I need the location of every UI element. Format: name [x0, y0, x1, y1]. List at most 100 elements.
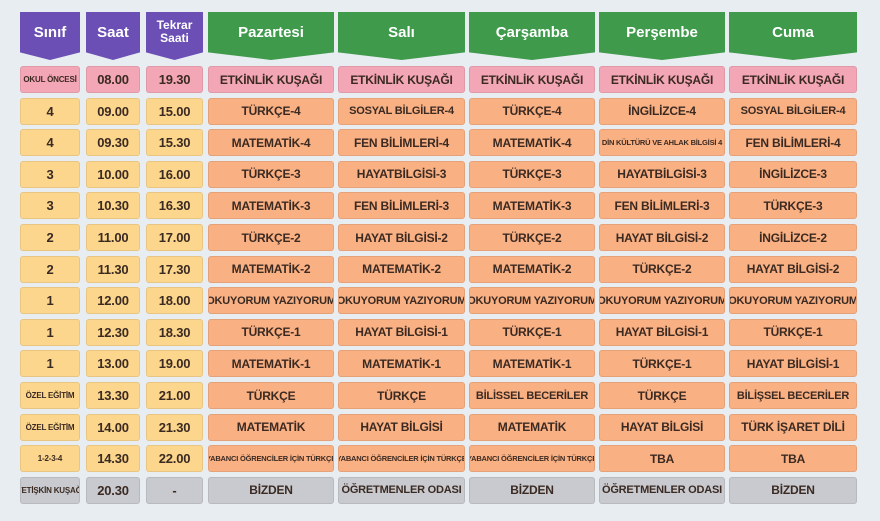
info-cell: 4 [20, 129, 80, 157]
lesson-cell: TÜRKÇE-4 [208, 97, 334, 125]
lesson-cell: MATEMATİK [208, 413, 334, 441]
info-cell: 17.30 [146, 255, 203, 283]
lesson-cell: BİLİSSEL BECERİLER [469, 382, 595, 409]
lesson-cell: TÜRKÇE-2 [208, 224, 334, 251]
info-cell: 10.30 [86, 192, 140, 220]
lesson-cell: BİZDEN [208, 476, 334, 504]
lesson-cell: TÜRKÇE-2 [469, 224, 595, 251]
info-cell: 12.00 [86, 287, 140, 315]
info-cell: 20.30 [86, 476, 140, 504]
info-cell: 3 [20, 192, 80, 220]
lesson-cell: MATEMATİK-1 [338, 350, 465, 378]
info-cell: 15.30 [146, 129, 203, 157]
lesson-cell: ETKİNLİK KUŞAĞI [729, 66, 857, 93]
lesson-cell: OKUYORUM YAZIYORUM [469, 287, 595, 315]
lesson-cell: SOSYAL BİLGİLER-4 [338, 97, 465, 125]
lesson-cell: BİZDEN [729, 476, 857, 504]
lesson-cell: MATEMATİK-2 [469, 255, 595, 283]
info-cell: 09.00 [86, 97, 140, 125]
info-cell: 10.00 [86, 160, 140, 188]
info-cell: 15.00 [146, 97, 203, 125]
lesson-cell: OKUYORUM YAZIYORUM [729, 287, 857, 315]
info-cell: 22.00 [146, 445, 203, 473]
info-cell: - [146, 476, 203, 504]
lesson-cell: ETKİNLİK KUŞAĞI [469, 66, 595, 93]
column-header: Çarşamba [469, 12, 595, 60]
lesson-cell: FEN BİLİMLERİ-3 [599, 192, 725, 220]
info-cell: 2 [20, 224, 80, 251]
lesson-cell: TBA [599, 445, 725, 473]
info-cell: 14.30 [86, 445, 140, 473]
lesson-cell: YABANCI ÖĞRENCİLER İÇİN TÜRKÇE [338, 445, 465, 473]
lesson-cell: DİN KÜLTÜRÜ VE AHLAK BİLGİSİ 4 [599, 129, 725, 157]
lesson-cell: TÜRKÇE [208, 382, 334, 409]
lesson-cell: TÜRKÇE [599, 382, 725, 409]
lesson-cell: ETKİNLİK KUŞAĞI [208, 66, 334, 93]
lesson-cell: İNGİLİZCE-3 [729, 160, 857, 188]
lesson-cell: TÜRKÇE-4 [469, 97, 595, 125]
info-cell: OKUL ÖNCESİ [20, 66, 80, 93]
lesson-cell: TBA [729, 445, 857, 473]
column-header: Salı [338, 12, 465, 60]
lesson-cell: HAYAT BİLGİSİ-1 [599, 318, 725, 346]
lesson-cell: ÖĞRETMENLER ODASI [338, 476, 465, 504]
lesson-cell: TÜRKÇE-3 [729, 192, 857, 220]
info-cell: 08.00 [86, 66, 140, 93]
lesson-cell: HAYAT BİLGİSİ-2 [729, 255, 857, 283]
info-cell: ÖZEL EĞİTİM [20, 413, 80, 441]
info-cell: 2 [20, 255, 80, 283]
lesson-cell: HAYAT BİLGİSİ-1 [338, 318, 465, 346]
info-cell: 21.30 [146, 413, 203, 441]
lesson-cell: BİZDEN [469, 476, 595, 504]
column-header: Tekrar Saati [146, 12, 203, 60]
lesson-cell: HAYAT BİLGİSİ [599, 413, 725, 441]
info-cell: 19.30 [146, 66, 203, 93]
column-header: Saat [86, 12, 140, 60]
lesson-cell: HAYAT BİLGİSİ [338, 413, 465, 441]
lesson-cell: HAYATBİLGİSİ-3 [599, 160, 725, 188]
lesson-cell: TÜRKÇE-2 [599, 255, 725, 283]
info-cell: 1-2-3-4 [20, 445, 80, 473]
info-cell: 19.00 [146, 350, 203, 378]
lesson-cell: TÜRKÇE [338, 382, 465, 409]
lesson-cell: TÜRKÇE-1 [469, 318, 595, 346]
lesson-cell: MATEMATİK-3 [208, 192, 334, 220]
lesson-cell: MATEMATİK [469, 413, 595, 441]
lesson-cell: MATEMATİK-2 [338, 255, 465, 283]
lesson-cell: TÜRKÇE-1 [599, 350, 725, 378]
info-cell: 16.00 [146, 160, 203, 188]
lesson-cell: TÜRKÇE-1 [208, 318, 334, 346]
info-cell: 18.00 [146, 287, 203, 315]
lesson-cell: FEN BİLİMLERİ-4 [338, 129, 465, 157]
lesson-cell: MATEMATİK-1 [469, 350, 595, 378]
lesson-cell: MATEMATİK-3 [469, 192, 595, 220]
lesson-cell: TÜRKÇE-3 [208, 160, 334, 188]
lesson-cell: FEN BİLİMLERİ-3 [338, 192, 465, 220]
lesson-cell: OKUYORUM YAZIYORUM [599, 287, 725, 315]
info-cell: 21.00 [146, 382, 203, 409]
lesson-cell: OKUYORUM YAZIYORUM [208, 287, 334, 315]
info-cell: YETİŞKİN KUŞAĞI [20, 476, 80, 504]
info-cell: 1 [20, 350, 80, 378]
lesson-cell: ETKİNLİK KUŞAĞI [338, 66, 465, 93]
column-header: Perşembe [599, 12, 725, 60]
lesson-cell: YABANCI ÖĞRENCİLER İÇİN TÜRKÇE [208, 445, 334, 473]
lesson-cell: TÜRKÇE-3 [469, 160, 595, 188]
info-cell: 11.00 [86, 224, 140, 251]
lesson-cell: BİLİŞSEL BECERİLER [729, 382, 857, 409]
lesson-cell: FEN BİLİMLERİ-4 [729, 129, 857, 157]
info-cell: 13.00 [86, 350, 140, 378]
lesson-cell: HAYAT BİLGİSİ-2 [599, 224, 725, 251]
info-cell: 1 [20, 318, 80, 346]
lesson-cell: ETKİNLİK KUŞAĞI [599, 66, 725, 93]
lesson-cell: MATEMATİK-1 [208, 350, 334, 378]
lesson-cell: SOSYAL BİLGİLER-4 [729, 97, 857, 125]
column-header: Pazartesi [208, 12, 334, 60]
column-header: Cuma [729, 12, 857, 60]
lesson-cell: İNGİLİZCE-2 [729, 224, 857, 251]
lesson-cell: OKUYORUM YAZIYORUM [338, 287, 465, 315]
lesson-cell: ÖĞRETMENLER ODASI [599, 476, 725, 504]
info-cell: 09.30 [86, 129, 140, 157]
lesson-cell: YABANCI ÖĞRENCİLER İÇİN TÜRKÇE [469, 445, 595, 473]
